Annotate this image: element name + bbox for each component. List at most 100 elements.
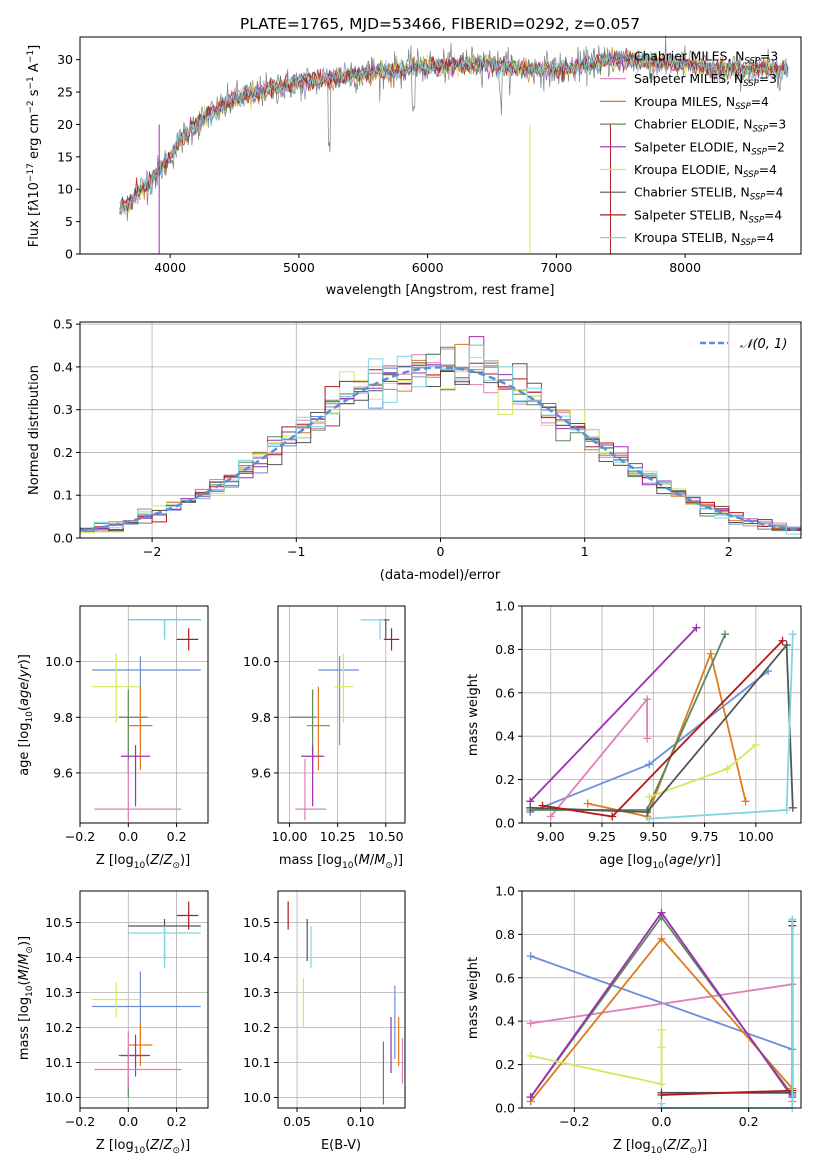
- x-tick-label: 10.00: [272, 829, 308, 844]
- model-spectrum-line: [119, 48, 789, 214]
- x-tick-label: 9.00: [537, 829, 565, 844]
- y-tick-label: 20: [57, 117, 73, 132]
- x-axis-label: Z [log10(Z/Z⊙)]: [96, 853, 190, 871]
- y-tick-label: 30: [57, 52, 73, 67]
- x-tick-label: 0.0: [118, 829, 138, 844]
- y-tick-label: 10: [57, 182, 73, 197]
- y-tick-label: 10.1: [243, 1055, 271, 1070]
- mass-weight-line: [530, 1029, 663, 1086]
- y-axis-label: mass [log10(M/M⊙)]: [17, 936, 35, 1060]
- data-point-marker: [526, 1019, 535, 1028]
- data-point-marker: [692, 623, 701, 632]
- data-point-marker: [657, 1090, 666, 1099]
- y-tick-label: 0.2: [495, 1057, 515, 1072]
- data-point-marker: [643, 695, 652, 704]
- y-tick-label: 9.6: [53, 765, 73, 780]
- mass-weight-line: [530, 955, 793, 1051]
- y-tick-label: 10.5: [45, 915, 73, 930]
- legend-reference-label: 𝒩(0, 1): [740, 337, 787, 352]
- x-tick-label: 0.0: [652, 1114, 672, 1129]
- spectrum-panel: PLATE=1765, MJD=53466, FIBERID=0292, z=0…: [26, 15, 802, 298]
- y-tick-label: 10.2: [243, 1020, 271, 1035]
- x-tick-label: −0.2: [65, 829, 95, 844]
- data-point-marker: [657, 1025, 666, 1034]
- y-tick-label: 0.6: [495, 685, 515, 700]
- x-tick-label: 6000: [412, 260, 444, 275]
- legend-label: Kroupa ELODIE, NSSP=4: [634, 163, 777, 180]
- y-tick-label: 10.1: [45, 1055, 73, 1070]
- x-axis-label: Z [log10(Z/Z⊙)]: [96, 1138, 190, 1156]
- y-tick-label: 10.0: [45, 654, 73, 669]
- y-tick-label: 0.8: [495, 642, 515, 657]
- data-point-marker: [741, 797, 750, 806]
- y-tick-label: 10.0: [243, 1090, 271, 1105]
- y-axis-label: age [log10(age/yr)]: [17, 654, 35, 776]
- data-point-marker: [645, 814, 654, 823]
- data-point-marker: [721, 630, 730, 639]
- x-tick-label: 5000: [283, 260, 315, 275]
- data-point-marker: [546, 812, 555, 821]
- x-tick-label: 7000: [540, 260, 572, 275]
- data-point-marker: [751, 740, 760, 749]
- age-vs-metallicity-panel: −0.2 0.0 0.2 9.6 9.8 10.0 Z [log10(Z/Z⊙)] age…: [17, 605, 209, 871]
- x-tick-label: 0.2: [739, 1114, 759, 1129]
- data-point-marker: [643, 808, 652, 817]
- y-tick-label: 10.4: [243, 950, 271, 965]
- legend-label: Salpeter ELODIE, NSSP=2: [634, 140, 785, 157]
- x-tick-label: 0.0: [118, 1114, 138, 1129]
- data-point-marker: [526, 1093, 535, 1102]
- histogram-step-line: [79, 344, 801, 538]
- plot-frame: [521, 605, 802, 824]
- data-point-marker: [538, 801, 547, 810]
- x-tick-label: 1: [581, 544, 589, 559]
- x-axis-label: age [log10(age/yr)]: [599, 853, 721, 871]
- data-point-marker: [643, 734, 652, 743]
- y-tick-label: 0.8: [495, 927, 515, 942]
- data-point-marker: [526, 1051, 535, 1060]
- data-point-marker: [657, 1043, 666, 1052]
- x-axis-label: Z [log10(Z/Z⊙)]: [613, 1138, 707, 1156]
- y-tick-label: 10.2: [45, 1020, 73, 1035]
- data-point-marker: [782, 805, 791, 814]
- x-tick-label: −0.2: [559, 1114, 589, 1129]
- y-axis-label: mass weight: [466, 674, 481, 756]
- residual-histogram-panel: −2 −1 0 1 2 0.0 0.1 0.2 0.3 0.4 0.5 (data-model)/e…: [27, 317, 802, 583]
- x-tick-label: 9.25: [588, 829, 616, 844]
- data-point-marker: [723, 764, 732, 773]
- legend-label: Salpeter MILES, NSSP=3: [634, 72, 777, 89]
- x-tick-label: −2: [143, 544, 161, 559]
- plot-frame: [79, 605, 209, 824]
- y-tick-label: 10.5: [243, 915, 271, 930]
- data-point-marker: [657, 1080, 666, 1089]
- x-axis-label: wavelength [Angstrom, rest frame]: [326, 283, 555, 298]
- y-tick-label: 9.8: [53, 710, 73, 725]
- mass-vs-extinction-panel: 0.05 0.10 10.0 10.1 10.2 10.3 10.4 10.5 E(B-V): [243, 890, 406, 1153]
- data-point-marker: [788, 915, 797, 924]
- legend-label: Chabrier MILES, NSSP=3: [634, 50, 778, 67]
- y-tick-label: 0.0: [495, 1101, 515, 1116]
- x-tick-label: 0.10: [347, 1114, 375, 1129]
- y-tick-label: 1.0: [495, 599, 515, 614]
- y-tick-label: 0.1: [53, 488, 73, 503]
- plot-frame: [79, 36, 802, 255]
- mass-vs-metallicity-panel: −0.2 0.0 0.2 10.0 10.1 10.2 10.3 10.4 10.5 Z [lo…: [17, 890, 209, 1156]
- normal-reference-line: [79, 366, 802, 532]
- data-point-marker: [583, 799, 592, 808]
- mass-weight-line: [529, 627, 698, 802]
- weight-vs-metallicity-panel: −0.2 0.0 0.2 0.0 0.2 0.4 0.6 0.8 1.0 Z [log10(Z/…: [466, 884, 802, 1156]
- x-tick-label: 10.00: [738, 829, 774, 844]
- legend: 𝒩(0, 1): [700, 337, 787, 352]
- y-tick-label: 15: [57, 149, 73, 164]
- x-tick-label: 2: [725, 544, 733, 559]
- x-tick-label: 0.2: [167, 829, 187, 844]
- data-point-marker: [657, 934, 666, 943]
- y-tick-label: 0.0: [53, 531, 73, 546]
- data-point-marker: [788, 803, 797, 812]
- weight-vs-age-panel: 9.00 9.25 9.50 9.75 10.000.00.20.40.60.81.0 …: [466, 599, 802, 871]
- y-tick-label: 0.2: [495, 772, 515, 787]
- x-tick-label: 9.50: [639, 829, 667, 844]
- data-point-marker: [526, 803, 535, 812]
- x-tick-label: 9.75: [691, 829, 719, 844]
- data-point-marker: [706, 649, 715, 658]
- y-tick-label: 0.6: [495, 970, 515, 985]
